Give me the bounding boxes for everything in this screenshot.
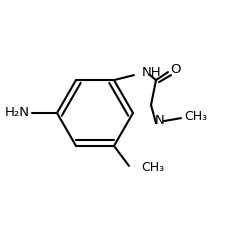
Text: H₂N: H₂N xyxy=(4,106,29,120)
Text: NH: NH xyxy=(142,65,161,79)
Text: N: N xyxy=(154,114,164,126)
Text: CH₃: CH₃ xyxy=(183,110,206,123)
Text: O: O xyxy=(170,62,180,76)
Text: CH₃: CH₃ xyxy=(140,161,164,174)
